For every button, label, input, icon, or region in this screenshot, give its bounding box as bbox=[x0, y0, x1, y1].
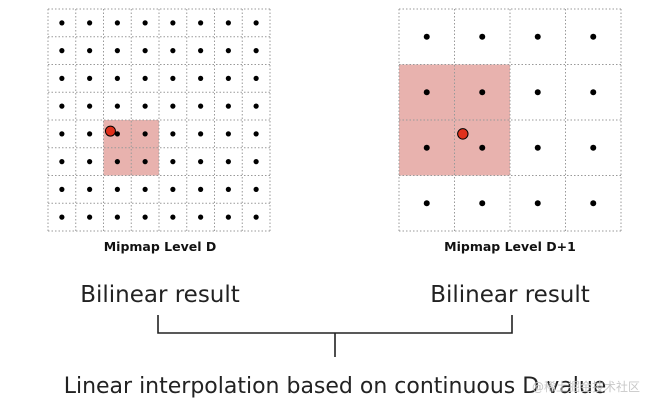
texel-center-dot bbox=[225, 159, 231, 165]
texel-center-dot bbox=[142, 131, 148, 137]
texel-center-dot bbox=[253, 159, 259, 165]
texel-center-dot bbox=[198, 214, 204, 220]
texel-center-dot bbox=[142, 75, 148, 81]
texel-center-dot bbox=[198, 75, 204, 81]
mipmap-level-d-panel bbox=[47, 8, 271, 232]
texel-center-dot bbox=[198, 20, 204, 26]
texel-center-dot bbox=[225, 75, 231, 81]
texel-center-dot bbox=[590, 89, 597, 96]
texel-center-dot bbox=[534, 200, 541, 207]
texel-center-dot bbox=[142, 103, 148, 109]
texel-center-dot bbox=[253, 214, 259, 220]
texel-center-dot bbox=[198, 159, 204, 165]
texel-center-dot bbox=[253, 186, 259, 192]
texel-center-dot bbox=[253, 48, 259, 54]
texel-center-dot bbox=[59, 214, 65, 220]
texel-center-dot bbox=[170, 214, 176, 220]
texel-center-dot bbox=[59, 48, 65, 54]
sample-point bbox=[457, 128, 469, 140]
texel-center-dot bbox=[114, 48, 120, 54]
texel-center-dot bbox=[59, 103, 65, 109]
texel-center-dot bbox=[479, 144, 486, 151]
mipmap-level-d1-panel bbox=[398, 8, 622, 232]
texel-center-dot bbox=[142, 186, 148, 192]
texel-center-dot bbox=[479, 89, 486, 96]
texel-center-dot bbox=[590, 200, 597, 207]
texel-center-dot bbox=[114, 214, 120, 220]
texel-center-dot bbox=[225, 20, 231, 26]
texel-center-dot bbox=[170, 186, 176, 192]
texel-center-dot bbox=[423, 89, 430, 96]
texel-center-dot bbox=[423, 33, 430, 40]
texel-center-dot bbox=[253, 103, 259, 109]
texel-center-dot bbox=[142, 48, 148, 54]
texel-center-dot bbox=[423, 200, 430, 207]
texel-center-dot bbox=[87, 186, 93, 192]
texel-center-dot bbox=[253, 20, 259, 26]
texel-center-dot bbox=[253, 75, 259, 81]
texel-center-dot bbox=[225, 48, 231, 54]
texel-center-dot bbox=[114, 159, 120, 165]
sample-point bbox=[104, 125, 116, 137]
texel-center-dot bbox=[87, 20, 93, 26]
texel-center-dot bbox=[87, 131, 93, 137]
texel-center-dot bbox=[114, 186, 120, 192]
texel-center-dot bbox=[423, 144, 430, 151]
texel-center-dot bbox=[59, 159, 65, 165]
texel-center-dot bbox=[225, 214, 231, 220]
texel-center-dot bbox=[170, 75, 176, 81]
texel-center-dot bbox=[534, 144, 541, 151]
texel-center-dot bbox=[87, 48, 93, 54]
linear-interpolation-label: Linear interpolation based on continuous… bbox=[64, 374, 607, 399]
texel-center-dot bbox=[479, 33, 486, 40]
texel-center-dot bbox=[479, 200, 486, 207]
texel-center-dot bbox=[87, 159, 93, 165]
texel-center-dot bbox=[142, 214, 148, 220]
texel-center-dot bbox=[87, 103, 93, 109]
texel-center-dot bbox=[198, 103, 204, 109]
texel-center-dot bbox=[590, 144, 597, 151]
left-panel-caption: Mipmap Level D bbox=[104, 239, 217, 254]
texel-center-dot bbox=[114, 131, 120, 137]
texel-center-dot bbox=[59, 131, 65, 137]
texel-center-dot bbox=[225, 186, 231, 192]
watermark: @稀土掘金技术社区 bbox=[532, 379, 640, 394]
texel-center-dot bbox=[87, 75, 93, 81]
texel-center-dot bbox=[170, 48, 176, 54]
texel-center-dot bbox=[534, 89, 541, 96]
texel-center-dot bbox=[170, 131, 176, 137]
right-panel-caption: Mipmap Level D+1 bbox=[444, 239, 576, 254]
texel-center-dot bbox=[59, 75, 65, 81]
texel-center-dot bbox=[170, 159, 176, 165]
texel-center-dot bbox=[114, 75, 120, 81]
texel-center-dot bbox=[142, 20, 148, 26]
texel-center-dot bbox=[59, 20, 65, 26]
right-bilinear-result-label: Bilinear result bbox=[430, 282, 590, 308]
texel-center-dot bbox=[225, 103, 231, 109]
texel-center-dot bbox=[590, 33, 597, 40]
texel-center-dot bbox=[114, 20, 120, 26]
texel-center-dot bbox=[87, 214, 93, 220]
combine-bracket bbox=[157, 315, 513, 357]
texel-center-dot bbox=[59, 186, 65, 192]
highlight-region bbox=[399, 64, 510, 176]
texel-center-dot bbox=[114, 103, 120, 109]
texel-center-dot bbox=[170, 103, 176, 109]
texel-center-dot bbox=[198, 48, 204, 54]
texel-center-dot bbox=[198, 186, 204, 192]
texel-center-dot bbox=[198, 131, 204, 137]
texel-center-dot bbox=[225, 131, 231, 137]
texel-center-dot bbox=[170, 20, 176, 26]
texel-center-dot bbox=[534, 33, 541, 40]
left-bilinear-result-label: Bilinear result bbox=[80, 282, 240, 308]
texel-center-dot bbox=[142, 159, 148, 165]
texel-center-dot bbox=[253, 131, 259, 137]
